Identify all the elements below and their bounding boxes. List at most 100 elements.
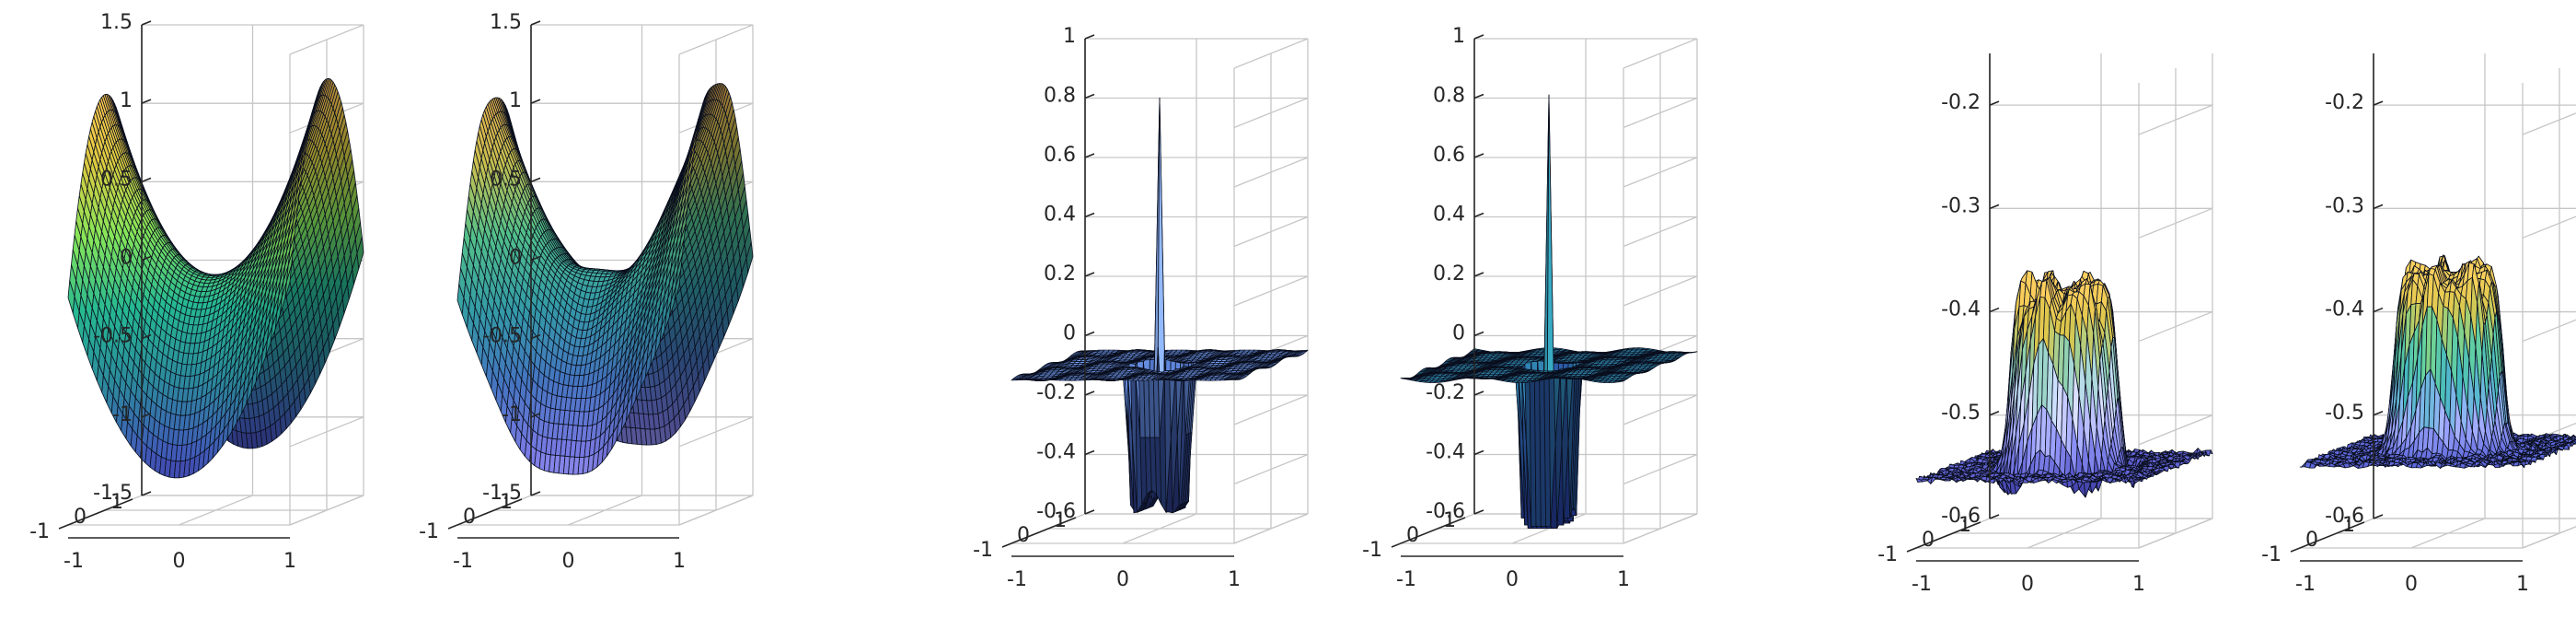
- z-tick-label: -0.3: [2325, 194, 2364, 217]
- surface-plot-spike-well: 1 0.8 0.6 0.4 0.2 0 -0.2 -0.4 -0.6 -1 0 1 1 0 -1: [973, 25, 1309, 591]
- x-tick-label: -1: [1396, 568, 1416, 591]
- x-tick-label: 1: [283, 550, 296, 573]
- y-tick-labels: 1 0 -1: [2261, 514, 2355, 566]
- z-tick-label: -0.5: [482, 325, 522, 348]
- y-tick-labels: 10-1: [973, 509, 1067, 562]
- z-tick-label: -0.5: [93, 325, 133, 348]
- x-tick-labels: -1 0 1: [1396, 568, 1630, 591]
- x-tick-labels: -1 0 1: [1007, 568, 1241, 591]
- z-tick-label: 1: [509, 89, 522, 112]
- y-tick-label: 1: [1443, 509, 1456, 532]
- x-tick-label: 0: [2021, 573, 2034, 596]
- z-tick-label: 0.5: [490, 168, 522, 191]
- z-tick-label: -0.2: [1941, 91, 1981, 114]
- x-tick-label: -1: [2295, 573, 2316, 596]
- y-tick-label: 0: [463, 506, 476, 529]
- z-tick-label: -0.4: [2325, 298, 2364, 321]
- z-tick-label: -0.4: [1426, 441, 1465, 464]
- z-tick-label: -0.4: [1941, 298, 1981, 321]
- axis-lines: [1906, 53, 2139, 562]
- surface-mesh: [1011, 98, 1309, 514]
- x-tick-label: -1: [453, 550, 473, 573]
- surface-plot-saddle-noisy: 1.5 1 0.5 0 -0.5 -1 -1.5 -1 0 1 1 0 -1: [419, 11, 754, 573]
- z-tick-label: 1: [1063, 25, 1076, 48]
- surface-plot-plateau-dip: -0.2-0.3-0.4-0.5-0.6-1 0 110-1: [1877, 53, 2213, 596]
- x-tick-labels: -1 0 1: [453, 550, 686, 573]
- z-tick-label: 0.8: [1433, 85, 1465, 108]
- z-tick-labels: 1.5 1 0.5 0 -0.5 -1 -1.5: [482, 11, 541, 505]
- x-tick-label: 0: [2405, 573, 2418, 596]
- x-tick-labels: -1 0 1: [2295, 573, 2529, 596]
- x-tick-label: 0: [1506, 568, 1519, 591]
- y-tick-label: -1: [1877, 543, 1898, 566]
- x-tick-label: 0: [562, 550, 575, 573]
- x-tick-label: -1: [1912, 573, 1932, 596]
- x-tick-label: 1: [2132, 573, 2145, 596]
- x-tick-label: 1: [2516, 573, 2529, 596]
- x-tick-label: 0: [1116, 568, 1129, 591]
- z-tick-labels: -0.2 -0.3 -0.4 -0.5 -0.6: [1941, 91, 2000, 528]
- y-tick-label: 0: [2305, 529, 2318, 552]
- z-tick-label: 0.5: [100, 168, 133, 191]
- surface-mesh: [456, 83, 754, 475]
- z-tick-label: 1.5: [490, 11, 522, 34]
- axis-lines: [1001, 39, 1234, 557]
- z-tick-label: -0.6: [2325, 505, 2364, 528]
- z-tick-label: -1: [112, 403, 133, 426]
- z-tick-label: -1.5: [482, 482, 522, 505]
- x-tick-label: 1: [1228, 568, 1241, 591]
- z-tick-label: 0.2: [1044, 262, 1076, 286]
- y-tick-label: 0: [1406, 524, 1419, 547]
- x-tick-labels: -1 0 1: [1912, 573, 2145, 596]
- y-tick-label: 0: [1922, 529, 1935, 552]
- surface-plot-plateau: -0.2 -0.3 -0.4 -0.5 -0.6 -1 0 1 1 0 -1: [2261, 53, 2576, 596]
- z-tick-label: 1.5: [100, 11, 133, 34]
- z-tick-label: -0.2: [1426, 381, 1465, 404]
- y-tick-label: 1: [1958, 514, 1971, 537]
- x-tick-label: 0: [173, 550, 186, 573]
- x-tick-label: -1: [1007, 568, 1027, 591]
- z-tick-label: 0.4: [1433, 204, 1465, 227]
- y-tick-label: 0: [1017, 524, 1030, 547]
- z-tick-label: -0.5: [1941, 402, 1981, 425]
- y-tick-labels: 1 0 -1: [419, 491, 513, 543]
- z-tick-label: -1: [502, 403, 522, 426]
- y-tick-labels: 10 -1: [1877, 514, 1971, 566]
- y-tick-label: -1: [419, 520, 439, 543]
- z-tick-label: 0.4: [1044, 204, 1076, 227]
- y-tick-labels: 10 -1: [29, 491, 123, 543]
- x-tick-labels: -1 0 1: [64, 550, 296, 573]
- z-tick-label: -1.5: [93, 482, 133, 505]
- z-tick-label: 1: [1452, 25, 1465, 48]
- z-tick-label: -0.2: [2325, 91, 2364, 114]
- z-tick-labels: 1.5 1 0.5 0 -0.5 -1 -1.5: [93, 11, 152, 505]
- y-tick-label: 1: [500, 491, 513, 514]
- surface-mesh: [1400, 94, 1698, 529]
- x-tick-label: 1: [1617, 568, 1630, 591]
- y-tick-label: 0: [74, 506, 87, 529]
- y-tick-label: 1: [1054, 509, 1067, 532]
- z-tick-labels: 1 0.8 0.6 0.4 0.2 0 -0.2 -0.4 -0.6: [1036, 25, 1095, 523]
- z-tick-label: 0: [1452, 322, 1465, 345]
- z-tick-label: -0.6: [1036, 500, 1076, 523]
- z-tick-label: -0.6: [1426, 500, 1465, 523]
- y-tick-label: 1: [2342, 514, 2355, 537]
- z-tick-label: 0: [1063, 322, 1076, 345]
- z-tick-labels: 1 0.8 0.6 0.4 0.2 0 -0.2 -0.4 -0.6: [1426, 25, 1484, 523]
- z-tick-label: -0.5: [2325, 402, 2364, 425]
- surface-plot-saddle: 1.510.50-0.5-1-1.5-1 0 110-1: [29, 11, 364, 573]
- z-tick-label: 0.2: [1433, 262, 1465, 286]
- z-tick-label: 0.6: [1044, 144, 1076, 167]
- z-tick-label: -0.2: [1036, 381, 1076, 404]
- y-tick-label: -1: [29, 520, 50, 543]
- z-tick-label: -0.6: [1941, 505, 1981, 528]
- x-tick-label: -1: [64, 550, 84, 573]
- surface-mesh: [67, 77, 364, 479]
- surface-mesh: [2299, 254, 2576, 469]
- z-tick-label: -0.3: [1941, 194, 1981, 217]
- y-tick-label: 1: [110, 491, 123, 514]
- z-tick-label: 0: [120, 247, 133, 270]
- y-tick-label: -1: [2261, 543, 2281, 566]
- surface-mesh: [1915, 270, 2213, 498]
